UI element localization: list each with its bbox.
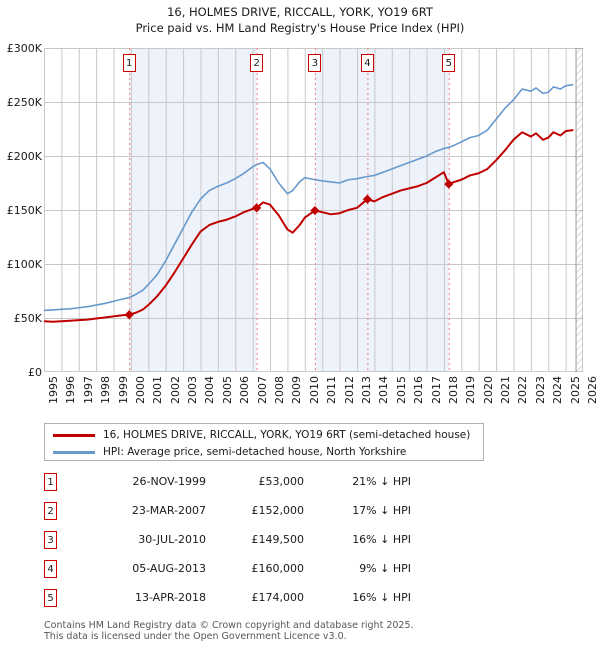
- footer-licence: This data is licensed under the Open Gov…: [44, 631, 347, 642]
- price-paid-line: [44, 129, 574, 323]
- txn-hpi-delta: 9% ↓ HPI: [359, 562, 411, 575]
- chart-marker-5[interactable]: 5: [442, 54, 456, 72]
- txn-price: £152,000: [251, 504, 305, 517]
- plot-svg: [44, 48, 583, 372]
- y-axis: £0 £50K £100K £150K £200K £250K £300K: [0, 0, 42, 650]
- legend-swatch-2: [53, 451, 95, 454]
- chart-marker-2[interactable]: 2: [250, 54, 264, 72]
- x-tick-label-2020: 2020: [481, 376, 495, 404]
- x-tick-label-1999: 1999: [116, 376, 130, 404]
- legend-item-2: HPI: Average price, semi-detached house,…: [45, 443, 483, 460]
- x-tick-label-2014: 2014: [377, 376, 391, 404]
- legend-label-2: HPI: Average price, semi-detached house,…: [103, 446, 407, 458]
- legend-label-1: 16, HOLMES DRIVE, RICCALL, YORK, YO19 6R…: [103, 429, 471, 441]
- sale-point-5[interactable]: [444, 179, 454, 189]
- x-tick-label-2000: 2000: [133, 376, 147, 404]
- x-tick-label-2015: 2015: [394, 376, 408, 404]
- table-row[interactable]: 4 05-AUG-2013 £160,000 9% ↓ HPI: [44, 557, 464, 586]
- x-tick-label-2013: 2013: [359, 376, 373, 404]
- x-tick-label-2008: 2008: [273, 376, 287, 404]
- txn-hpi-delta: 17% ↓ HPI: [352, 504, 411, 517]
- chart-title-block: 16, HOLMES DRIVE, RICCALL, YORK, YO19 6R…: [0, 4, 600, 36]
- page-subtitle: Price paid vs. HM Land Registry's House …: [135, 21, 465, 35]
- hpi-line: [44, 83, 574, 312]
- x-tick-label-2017: 2017: [429, 376, 443, 404]
- x-tick-label-2022: 2022: [516, 376, 530, 404]
- plot-area: 1 2 3 4 5: [44, 48, 583, 372]
- x-tick-label-2010: 2010: [307, 376, 321, 404]
- x-tick-label-1998: 1998: [99, 376, 113, 404]
- table-row[interactable]: 1 26-NOV-1999 £53,000 21% ↓ HPI: [44, 470, 464, 499]
- x-tick-label-2012: 2012: [342, 376, 356, 404]
- x-tick-label-1997: 1997: [81, 376, 95, 404]
- x-tick-label-2009: 2009: [290, 376, 304, 404]
- x-tick-label-1996: 1996: [64, 376, 78, 404]
- sale-point-1[interactable]: [124, 310, 134, 320]
- txn-marker-4[interactable]: 4: [44, 560, 57, 578]
- chart-marker-3[interactable]: 3: [308, 54, 322, 72]
- y-tick-label-100000: £100K: [6, 258, 42, 271]
- x-tick-label-2023: 2023: [533, 376, 547, 404]
- x-tick-label-2025: 2025: [568, 376, 582, 404]
- txn-price: £149,500: [251, 533, 305, 546]
- x-tick-label-2021: 2021: [499, 376, 513, 404]
- legend-swatch-1: [53, 434, 95, 437]
- y-tick-label-50000: £50K: [13, 312, 42, 325]
- x-tick-label-2011: 2011: [325, 376, 339, 404]
- table-row[interactable]: 2 23-MAR-2007 £152,000 17% ↓ HPI: [44, 499, 464, 528]
- txn-marker-5[interactable]: 5: [44, 589, 57, 607]
- y-tick-label-150000: £150K: [6, 204, 42, 217]
- x-tick-label-2006: 2006: [238, 376, 252, 404]
- txn-date: 13-APR-2018: [134, 591, 206, 604]
- txn-hpi-delta: 16% ↓ HPI: [352, 591, 411, 604]
- txn-price: £53,000: [258, 475, 305, 488]
- txn-marker-1[interactable]: 1: [44, 473, 57, 491]
- page-title: 16, HOLMES DRIVE, RICCALL, YORK, YO19 6R…: [167, 5, 433, 19]
- txn-marker-3[interactable]: 3: [44, 531, 57, 549]
- x-tick-label-2026: 2026: [586, 376, 599, 404]
- x-tick-label-2001: 2001: [151, 376, 165, 404]
- future-hatched-region: [575, 48, 583, 372]
- txn-date: 05-AUG-2013: [132, 562, 206, 575]
- legend-item-1: 16, HOLMES DRIVE, RICCALL, YORK, YO19 6R…: [45, 426, 483, 443]
- transactions-table: 1 26-NOV-1999 £53,000 21% ↓ HPI 2 23-MAR-2007…: [44, 470, 464, 615]
- txn-date: 23-MAR-2007: [131, 504, 206, 517]
- x-tick-label-2005: 2005: [220, 376, 234, 404]
- x-tick-label-2007: 2007: [255, 376, 269, 404]
- y-tick-label-300000: £300K: [6, 42, 42, 55]
- x-tick-label-2018: 2018: [446, 376, 460, 404]
- sale-point-4[interactable]: [362, 194, 372, 204]
- txn-hpi-delta: 16% ↓ HPI: [352, 533, 411, 546]
- x-tick-label-2004: 2004: [203, 376, 217, 404]
- x-tick-label-2019: 2019: [464, 376, 478, 404]
- x-tick-label-2002: 2002: [168, 376, 182, 404]
- x-tick-label-2016: 2016: [412, 376, 426, 404]
- txn-date: 26-NOV-1999: [132, 475, 206, 488]
- y-tick-label-250000: £250K: [6, 96, 42, 109]
- table-row[interactable]: 5 13-APR-2018 £174,000 16% ↓ HPI: [44, 586, 464, 615]
- x-tick-label-2024: 2024: [551, 376, 565, 404]
- txn-hpi-delta: 21% ↓ HPI: [352, 475, 411, 488]
- footer: Contains HM Land Registry data © Crown c…: [44, 620, 564, 642]
- txn-marker-2[interactable]: 2: [44, 502, 57, 520]
- x-tick-label-2003: 2003: [186, 376, 200, 404]
- y-tick-label-200000: £200K: [6, 150, 42, 163]
- x-axis: 1995 1996 1997 1998 1999 2000 2001 2002 2003 2004…: [0, 376, 600, 422]
- txn-price: £160,000: [251, 562, 305, 575]
- chart-legend: 16, HOLMES DRIVE, RICCALL, YORK, YO19 6R…: [44, 423, 484, 461]
- chart-marker-4[interactable]: 4: [360, 54, 374, 72]
- y-tick-label-0: £0: [28, 366, 42, 379]
- txn-price: £174,000: [251, 591, 305, 604]
- txn-date: 30-JUL-2010: [138, 533, 206, 546]
- x-tick-label-1995: 1995: [47, 376, 60, 404]
- chart-marker-1[interactable]: 1: [122, 54, 136, 72]
- footer-copyright: Contains HM Land Registry data © Crown c…: [44, 620, 414, 631]
- table-row[interactable]: 3 30-JUL-2010 £149,500 16% ↓ HPI: [44, 528, 464, 557]
- sale-point-3[interactable]: [310, 205, 320, 216]
